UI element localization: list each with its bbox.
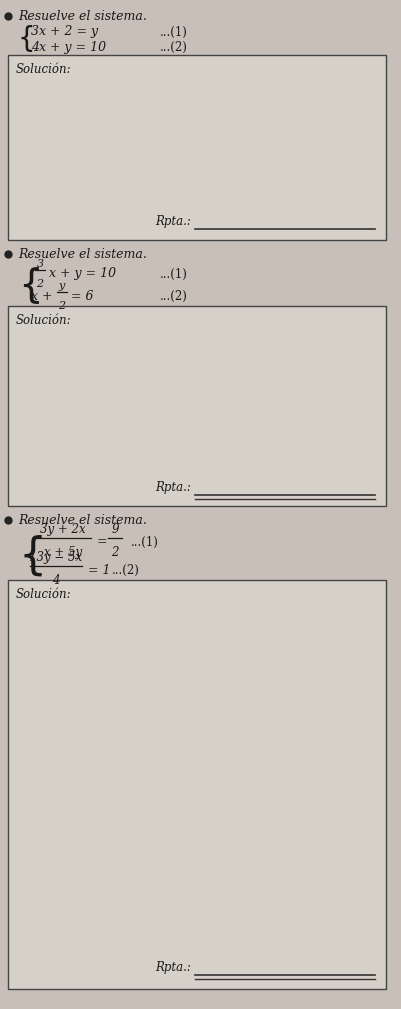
Text: ...(1): ...(1): [160, 25, 188, 38]
Text: 3y + 2x: 3y + 2x: [40, 523, 86, 536]
Text: 4: 4: [52, 574, 60, 587]
Text: x + 5y: x + 5y: [44, 546, 82, 559]
Text: Solución:: Solución:: [16, 588, 72, 601]
Text: x +: x +: [31, 290, 57, 303]
Text: Resuelve el sistema.: Resuelve el sistema.: [18, 514, 147, 527]
Text: Resuelve el sistema.: Resuelve el sistema.: [18, 247, 147, 260]
Text: ...(2): ...(2): [160, 290, 188, 303]
Text: 9: 9: [111, 523, 119, 536]
Text: Rpta.:: Rpta.:: [155, 481, 191, 494]
Text: Solución:: Solución:: [16, 314, 72, 327]
Text: {: {: [18, 25, 36, 53]
Bar: [8, 580, 386, 989]
Text: 2: 2: [36, 279, 44, 289]
Text: Rpta.:: Rpta.:: [155, 961, 191, 974]
Text: 2: 2: [59, 301, 65, 311]
Text: = 6: = 6: [71, 290, 93, 303]
Text: 4x + y = 10: 4x + y = 10: [31, 40, 106, 53]
Text: Rpta.:: Rpta.:: [155, 216, 191, 228]
Text: {: {: [18, 535, 46, 577]
Text: {: {: [18, 266, 43, 304]
Text: ...(2): ...(2): [160, 40, 188, 53]
Text: Solución:: Solución:: [16, 63, 72, 76]
Text: x + y = 10: x + y = 10: [49, 267, 116, 281]
Text: ...(2): ...(2): [112, 563, 140, 576]
Text: 2: 2: [111, 546, 119, 559]
Text: y: y: [59, 281, 65, 291]
Text: 13y − 5x: 13y − 5x: [29, 551, 83, 564]
Text: 3: 3: [36, 259, 44, 269]
Text: ...(1): ...(1): [160, 267, 188, 281]
Text: =: =: [97, 536, 107, 549]
Text: Resuelve el sistema.: Resuelve el sistema.: [18, 9, 147, 22]
Bar: [8, 55, 386, 240]
Text: ...(1): ...(1): [131, 536, 159, 549]
Bar: [8, 306, 386, 506]
Text: = 1: = 1: [88, 563, 111, 576]
Text: 3x + 2 = y: 3x + 2 = y: [31, 25, 98, 38]
